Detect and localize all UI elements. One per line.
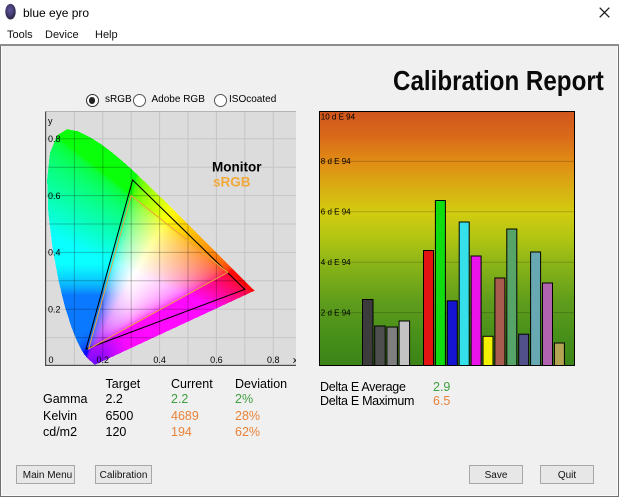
- svg-text:8 d E 94: 8 d E 94: [321, 157, 351, 166]
- svg-text:10 d E 94: 10 d E 94: [321, 113, 356, 122]
- svg-text:4 d E 94: 4 d E 94: [321, 258, 351, 267]
- svg-text:6 d E 94: 6 d E 94: [321, 208, 351, 217]
- svg-text:2 d E 94: 2 d E 94: [321, 309, 351, 318]
